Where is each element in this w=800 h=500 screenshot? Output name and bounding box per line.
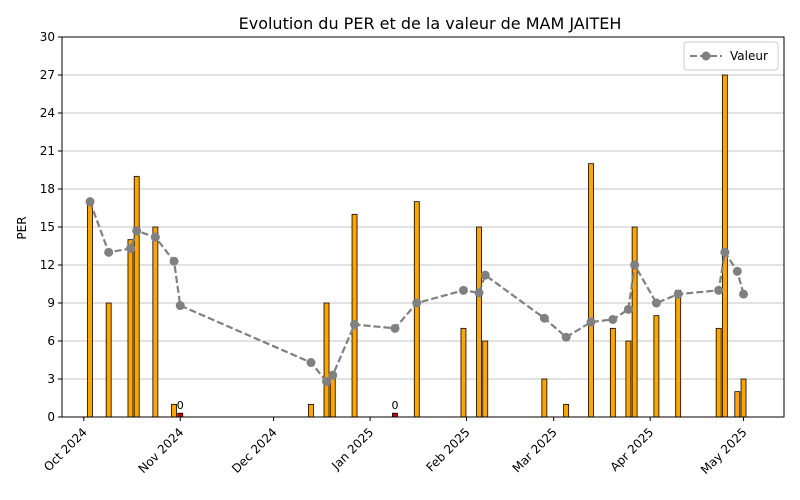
per-bar-2024-12-27	[351, 213, 358, 418]
per-bar-2025-04-29	[734, 391, 741, 418]
valeur-point-2025-02-26	[539, 313, 549, 323]
legend-marker-swatch	[701, 51, 711, 61]
per-bar-2025-01-09	[392, 412, 398, 418]
per-bar-2025-04-10	[675, 289, 682, 418]
legend-box	[683, 41, 779, 71]
per-bar-2024-10-16	[127, 239, 134, 418]
valeur-point-2025-05-01	[739, 289, 749, 299]
per-bar-2025-04-03	[653, 315, 660, 418]
y-tick-label-3: 3	[47, 372, 55, 386]
valeur-point-2024-12-18	[322, 377, 332, 387]
valeur-series	[85, 197, 749, 387]
y-tick-label-18: 18	[40, 182, 55, 196]
valeur-point-2024-10-30	[169, 256, 179, 266]
per-bar-2025-03-13	[588, 163, 594, 418]
y-tick-label-24: 24	[40, 106, 55, 120]
y-tick-label-30: 30	[40, 30, 55, 44]
y-tick-label-6: 6	[47, 334, 55, 348]
per-bar-2025-02-07	[482, 340, 489, 418]
valeur-point-2025-04-23	[714, 285, 724, 295]
valeur-point-2025-03-05	[561, 332, 571, 342]
bar-label-2024-11-01: 0	[177, 399, 184, 412]
per-bar-2024-12-20	[329, 378, 336, 418]
y-tick-label-0: 0	[47, 410, 55, 424]
per-bar-2025-01-31	[460, 327, 467, 418]
per-bar-2024-10-09	[105, 302, 112, 418]
per-bar-2025-02-26	[541, 378, 548, 418]
legend-label-valeur: Valeur	[730, 49, 768, 63]
legend: Valeur	[683, 41, 779, 71]
y-tick-label-15: 15	[40, 220, 55, 234]
valeur-point-2025-02-07	[480, 270, 490, 280]
per-bar-2024-10-24	[152, 226, 159, 418]
y-tick-label-9: 9	[47, 296, 55, 310]
valeur-point-2025-04-03	[651, 298, 661, 308]
per-bar-2024-11-01	[177, 412, 184, 418]
per-bar-2025-04-23	[715, 327, 722, 418]
valeur-point-2024-12-13	[306, 358, 316, 368]
valeur-point-2025-03-20	[608, 314, 618, 324]
valeur-point-2024-10-03	[85, 197, 95, 207]
y-tick-label-12: 12	[40, 258, 55, 272]
valeur-point-2024-12-27	[350, 320, 360, 330]
per-bar-2025-03-25	[625, 340, 632, 418]
valeur-point-2025-04-29	[732, 266, 742, 276]
chart-title: Evolution du PER et de la valeur de MAM …	[239, 14, 622, 33]
valeur-point-2025-01-16	[412, 298, 422, 308]
per-bar-2024-12-18	[323, 302, 330, 418]
valeur-point-2024-10-16	[125, 244, 135, 254]
valeur-point-2024-10-24	[150, 232, 160, 242]
valeur-point-2025-03-25	[623, 304, 633, 314]
valeur-point-2025-01-31	[458, 285, 468, 295]
valeur-point-2024-12-20	[328, 370, 338, 380]
valeur-point-2025-01-09	[390, 323, 400, 333]
per-bar-2025-05-01	[740, 378, 747, 418]
valeur-point-2024-10-18	[132, 226, 142, 236]
valeur-point-2024-11-01	[175, 301, 185, 311]
valeur-line	[88, 201, 745, 384]
per-bar-2025-03-05	[563, 403, 570, 418]
y-tick-label-21: 21	[40, 144, 55, 158]
per-bar-2025-03-20	[609, 327, 616, 418]
per-bar-2024-10-18	[133, 175, 140, 418]
per-bar-2024-12-13	[308, 403, 314, 418]
valeur-point-2024-10-09	[104, 247, 114, 257]
per-bar-2025-01-16	[413, 201, 420, 418]
valeur-point-2025-03-13	[586, 317, 596, 327]
valeur-point-2025-04-10	[673, 289, 683, 299]
per-bar-2025-02-05	[476, 226, 482, 418]
per-bar-2025-03-27	[631, 226, 638, 418]
per-bar-2025-04-25	[721, 74, 728, 418]
valeur-point-2025-04-25	[720, 247, 730, 257]
y-tick-label-27: 27	[40, 68, 55, 82]
bar-label-2025-01-09: 0	[391, 399, 398, 412]
y-axis-label: PER	[15, 216, 29, 239]
valeur-point-2025-03-27	[630, 260, 640, 270]
valeur-point-2025-02-05	[474, 288, 484, 298]
per-bar-2024-10-03	[87, 201, 93, 418]
